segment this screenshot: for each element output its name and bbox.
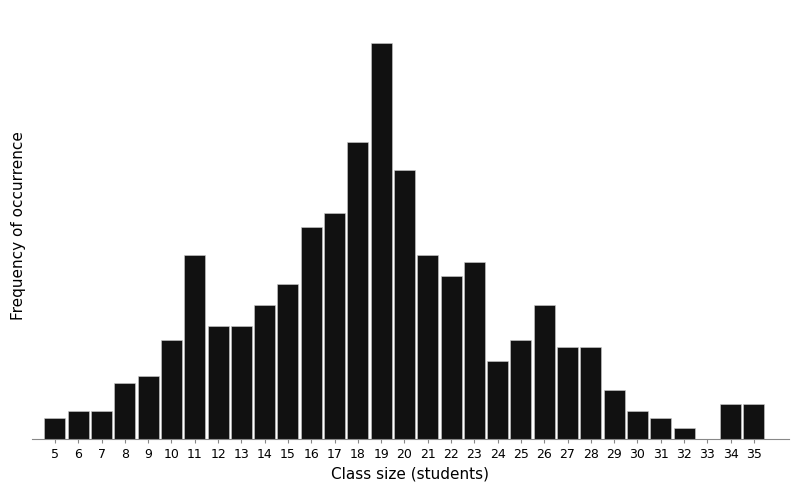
Bar <box>301 227 322 439</box>
Bar <box>604 390 625 439</box>
Y-axis label: Frequency of occurrence: Frequency of occurrence <box>11 131 26 319</box>
Bar <box>207 326 229 439</box>
Bar <box>254 305 275 439</box>
Bar <box>161 340 182 439</box>
Bar <box>45 418 66 439</box>
Bar <box>464 262 485 439</box>
Bar <box>418 255 438 439</box>
Bar <box>114 383 135 439</box>
Bar <box>441 277 462 439</box>
Bar <box>743 404 765 439</box>
Bar <box>347 142 368 439</box>
Bar <box>324 213 345 439</box>
Bar <box>278 283 298 439</box>
Bar <box>674 428 694 439</box>
Bar <box>720 404 741 439</box>
Bar <box>487 361 508 439</box>
X-axis label: Class size (students): Class size (students) <box>331 467 490 482</box>
Bar <box>557 347 578 439</box>
Bar <box>627 411 648 439</box>
Bar <box>231 326 252 439</box>
Bar <box>580 347 602 439</box>
Bar <box>370 43 392 439</box>
Bar <box>184 255 206 439</box>
Bar <box>534 305 554 439</box>
Bar <box>650 418 671 439</box>
Bar <box>510 340 531 439</box>
Bar <box>138 376 158 439</box>
Bar <box>68 411 89 439</box>
Bar <box>91 411 112 439</box>
Bar <box>394 170 415 439</box>
